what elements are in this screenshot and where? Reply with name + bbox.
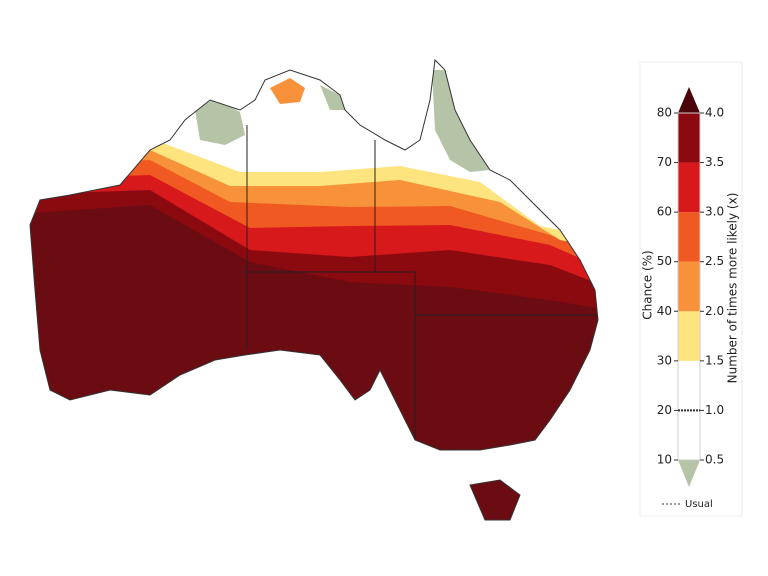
region [270, 78, 305, 104]
state-border [246, 125, 598, 450]
right-tick-label: 1.5 [705, 353, 724, 367]
right-tick-label: 3.0 [705, 205, 724, 219]
tasmania [469, 479, 521, 521]
colorbar-band [678, 360, 700, 411]
left-tick-label: 60 [657, 205, 672, 219]
left-tick-label: 10 [657, 453, 672, 467]
right-tick-label: 1.0 [705, 403, 724, 417]
colorbar-band [678, 410, 700, 460]
coastline [29, 58, 599, 451]
region [195, 98, 245, 145]
map-fill [30, 60, 598, 450]
colorbar-band [678, 261, 700, 312]
colorbar-under [678, 460, 700, 487]
right-tick-label: 2.0 [705, 304, 724, 318]
left-tick-label: 40 [657, 304, 672, 318]
region [432, 70, 490, 172]
colorbar-over [678, 87, 700, 113]
colorbar-band [678, 212, 700, 262]
right-axis-title: Number of times more likely (x) [726, 193, 740, 384]
left-tick-label: 30 [657, 353, 672, 367]
usual-label: Usual [685, 499, 713, 510]
map [29, 58, 599, 521]
colorbar-outline [677, 112, 701, 461]
colorbar-band [678, 162, 700, 213]
left-tick-label: 50 [657, 254, 672, 268]
right-tick-label: 4.0 [705, 106, 724, 120]
colorbar-band [678, 311, 700, 361]
left-tick-label: 20 [657, 403, 672, 417]
left-tick-label: 80 [657, 106, 672, 120]
right-tick-label: 0.5 [705, 453, 724, 467]
colorbar-band [678, 113, 700, 163]
right-tick-label: 2.5 [705, 254, 724, 268]
left-tick-label: 70 [657, 155, 672, 169]
right-tick-label: 3.5 [705, 155, 724, 169]
region [320, 85, 345, 110]
left-axis-title: Chance (%) [641, 250, 655, 320]
